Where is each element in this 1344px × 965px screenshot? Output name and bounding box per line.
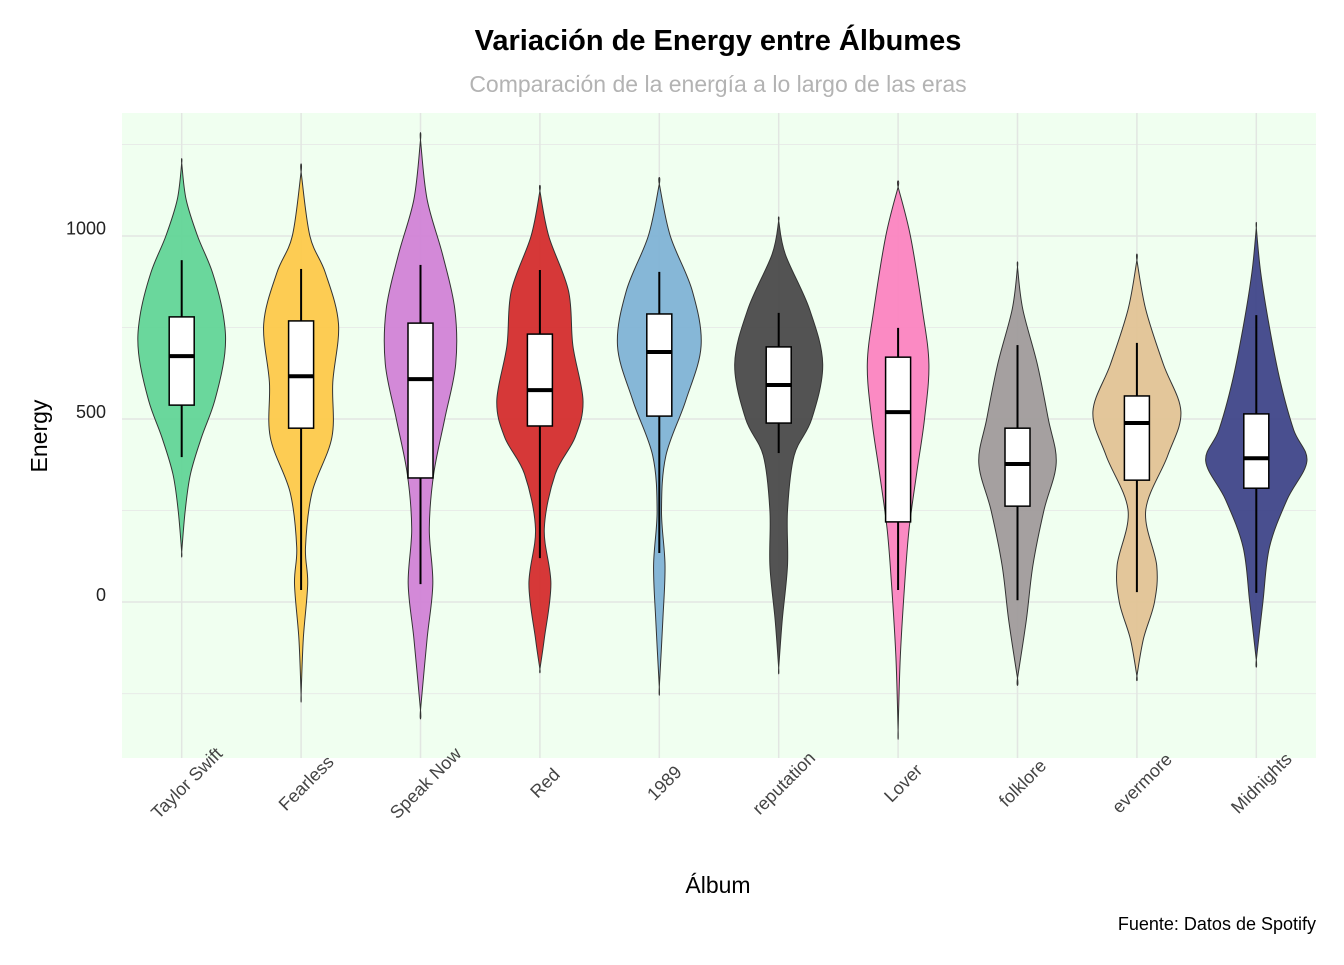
y-tick-label: 500	[76, 402, 106, 422]
x-tick-label: Lover	[880, 760, 926, 806]
x-tick-label: Midnights	[1227, 749, 1296, 818]
caption: Fuente: Datos de Spotify	[1118, 914, 1316, 934]
box	[526, 333, 554, 427]
x-tick-label: Fearless	[275, 752, 338, 815]
box	[168, 316, 195, 406]
x-tick-label: Red	[526, 764, 563, 801]
box	[1004, 427, 1031, 507]
box	[1243, 413, 1270, 489]
x-tick-label: folklore	[995, 756, 1050, 811]
box	[646, 313, 673, 417]
box	[884, 356, 912, 523]
x-tick-label: reputation	[748, 748, 819, 819]
y-tick-label: 1000	[66, 219, 106, 239]
chart-subtitle: Comparación de la energía a lo largo de …	[469, 71, 966, 97]
x-tick-label: evermore	[1108, 749, 1176, 817]
y-axis-label: Energy	[26, 399, 52, 472]
chart-title: Variación de Energy entre Álbumes	[475, 23, 962, 57]
x-axis-label: Álbum	[685, 872, 750, 898]
box	[1123, 395, 1151, 481]
x-tick-label: 1989	[643, 762, 685, 804]
box	[407, 322, 434, 479]
y-tick-label: 0	[96, 585, 106, 605]
